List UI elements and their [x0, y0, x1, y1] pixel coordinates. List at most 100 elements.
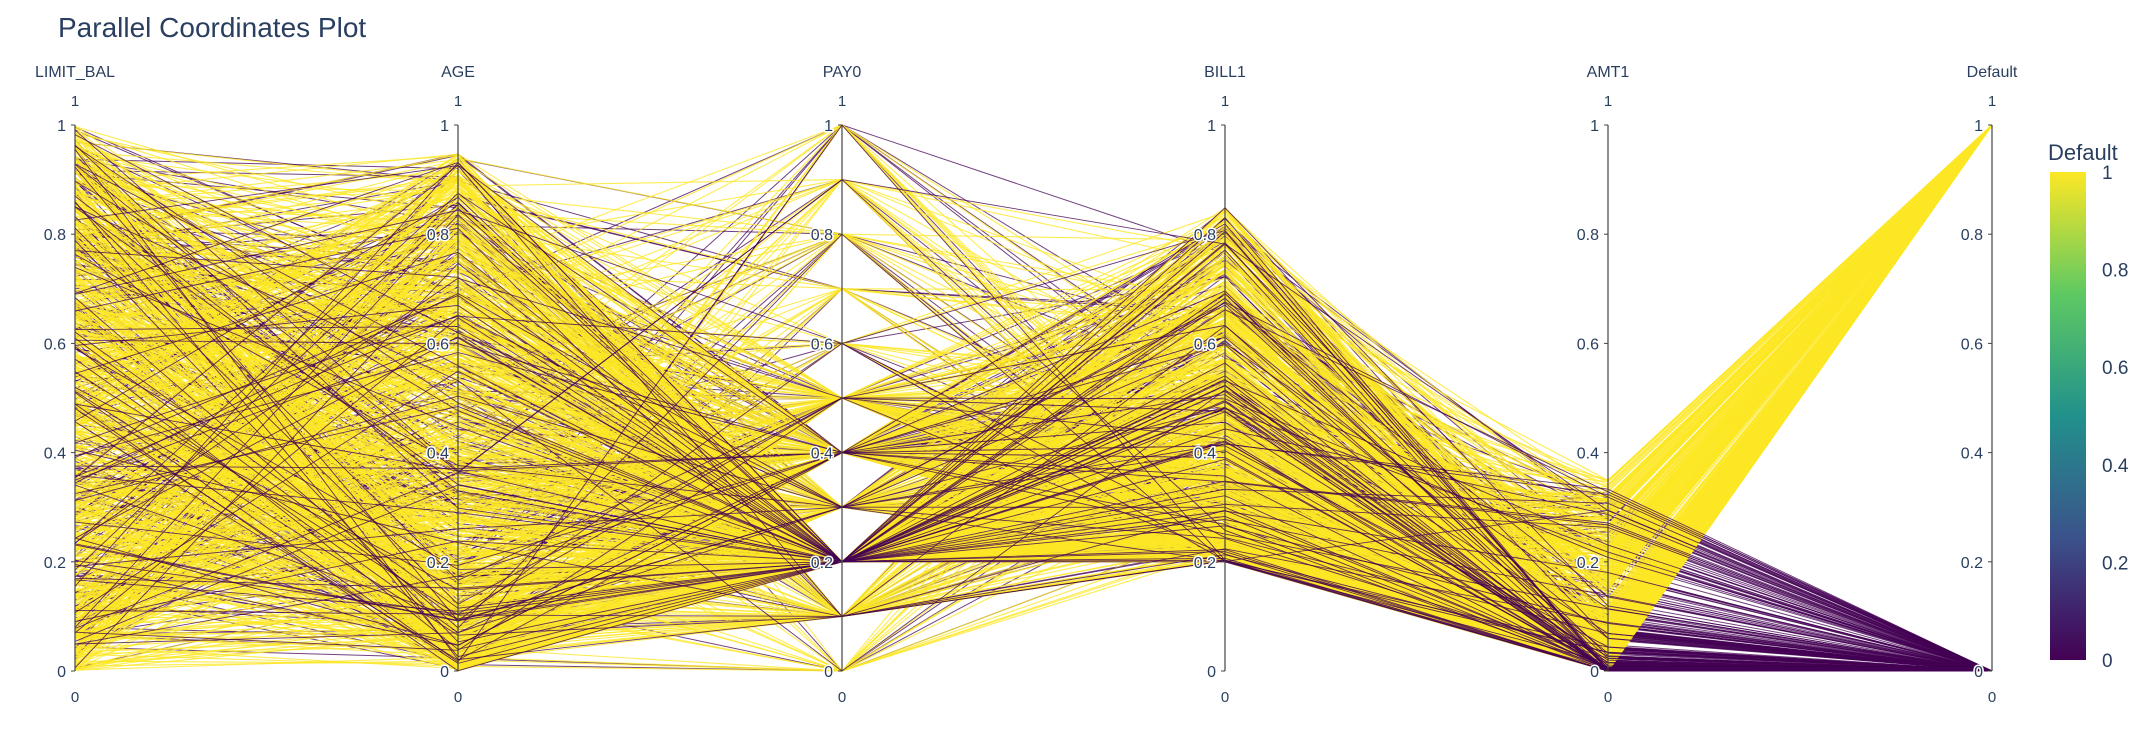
- polyline-1039: [74, 266, 1993, 672]
- axis-tick-label: 0: [1974, 664, 1983, 681]
- polyline-1084: [74, 309, 1993, 672]
- polyline-1085: [74, 339, 1993, 672]
- axis-tick-label: 0.4: [1961, 446, 1983, 463]
- polyline-1072: [74, 506, 1993, 672]
- polyline-968: [74, 124, 1993, 672]
- axis-tick-label: 0.8: [1194, 227, 1216, 244]
- polyline-1030: [74, 161, 1993, 672]
- polyline-1081: [74, 149, 1993, 672]
- colorbar-tick-label: 0.4: [2102, 456, 2129, 477]
- polyline-1032: [74, 206, 1993, 672]
- axis-tick-label: 0.8: [427, 227, 449, 244]
- axis-range-max: 1: [1988, 93, 1996, 110]
- polyline-945: [74, 124, 1993, 581]
- polyline-1037: [74, 195, 1993, 672]
- axes-layer: LIMIT_BAL1000.20.40.60.81AGE1000.20.40.6…: [35, 64, 2018, 706]
- axis-Default[interactable]: Default 1 00 0.2 0.4 0.6 0.8 1: [1959, 64, 2018, 706]
- polylines-layer: [74, 124, 1993, 672]
- polyline-997: [74, 124, 1993, 617]
- axis-tick-label: 0.8: [811, 227, 833, 244]
- colorbar-title: Default: [2048, 140, 2118, 165]
- polyline-1043: [74, 443, 1993, 672]
- polyline-1044: [74, 301, 1993, 672]
- colorbar-gradient: [2050, 172, 2086, 660]
- axis-tick-label: 0: [824, 664, 833, 681]
- axis-tick-label: 1: [1974, 118, 1983, 135]
- axis-tick-label: 0: [1207, 664, 1216, 681]
- axis-range-min: 0: [71, 689, 79, 706]
- colorbar-tick-label: 1: [2102, 163, 2113, 184]
- polyline-761: [74, 124, 1993, 575]
- polyline-1006: [74, 124, 1993, 630]
- polyline-916: [74, 124, 1993, 618]
- axis-tick-label: 0.2: [44, 555, 66, 572]
- axis-range-min: 0: [454, 689, 462, 706]
- axis-tick-label: 0.6: [811, 336, 833, 353]
- colorbar: Default 0 0.2 0.4 0.6 0.8 1: [2048, 140, 2129, 672]
- axis-title: LIMIT_BAL: [35, 64, 115, 81]
- polyline-1083: [74, 163, 1993, 672]
- polyline-909: [74, 124, 1993, 672]
- polyline-1041: [74, 206, 1993, 672]
- axis-tick-label: 0.4: [427, 446, 449, 463]
- axis-tick-label: 0.4: [1194, 446, 1216, 463]
- polyline-1059: [74, 290, 1993, 672]
- polyline-1078: [74, 370, 1993, 672]
- axis-BILL1[interactable]: BILL1 1 00 0.2 0.4 0.6 0.8 1: [1192, 64, 1246, 706]
- polyline-1036: [74, 161, 1993, 672]
- axis-tick-label: 0.2: [427, 555, 449, 572]
- polyline-1088: [74, 403, 1993, 672]
- axis-title: BILL1: [1204, 64, 1246, 81]
- axis-AMT1[interactable]: AMT1 1 00 0.2 0.4 0.6 0.8 1: [1575, 64, 1630, 706]
- polyline-980: [74, 124, 1993, 665]
- axis-PAY0[interactable]: PAY0 1 00 0.2 0.4 0.6 0.8 1: [809, 64, 862, 706]
- axis-tick-label: 0: [57, 664, 66, 681]
- polyline-900: [74, 124, 1993, 576]
- polyline-871: [74, 124, 1993, 632]
- axis-tick-label: 0.6: [1194, 336, 1216, 353]
- polyline-1007: [74, 124, 1993, 651]
- polyline-924: [74, 124, 1993, 556]
- axis-tick-label: 1: [57, 118, 66, 135]
- polyline-999: [74, 124, 1993, 670]
- axis-range-min: 0: [1604, 689, 1612, 706]
- polyline-953: [74, 124, 1993, 656]
- axis-tick-label: 0.6: [1961, 336, 1983, 353]
- axis-tick-label: 0.2: [1194, 555, 1216, 572]
- polyline-1004: [74, 124, 1993, 603]
- axis-tick-label: 1: [1207, 118, 1216, 135]
- colorbar-tick-label: 0: [2102, 651, 2113, 672]
- axis-range-min: 0: [1988, 689, 1996, 706]
- polyline-956: [74, 124, 1993, 636]
- polyline-1057: [74, 254, 1993, 672]
- axis-range-max: 1: [1221, 93, 1229, 110]
- axis-range-max: 1: [838, 93, 846, 110]
- polyline-1089: [74, 304, 1993, 672]
- polyline-1049: [74, 380, 1993, 672]
- axis-AGE[interactable]: AGE 1 00 0.2 0.4 0.6 0.8 1: [425, 64, 475, 706]
- chart-title: Parallel Coordinates Plot: [58, 12, 367, 43]
- axis-tick-label: 0.4: [1577, 446, 1599, 463]
- axis-tick-label: 0.2: [1961, 555, 1983, 572]
- polyline-1060: [74, 441, 1993, 672]
- polyline-847: [74, 124, 1993, 648]
- axis-title: Default: [1967, 64, 2018, 81]
- polyline-1079: [74, 336, 1993, 672]
- polyline-1068: [74, 317, 1993, 672]
- axis-title: PAY0: [823, 64, 862, 81]
- axis-tick-label: 0: [440, 664, 449, 681]
- axis-tick-label: 0.2: [1577, 555, 1599, 572]
- colorbar-tick-label: 0.8: [2102, 261, 2128, 282]
- axis-range-max: 1: [71, 93, 79, 110]
- polyline-1042: [74, 452, 1993, 672]
- polyline-1071: [74, 229, 1993, 672]
- axis-tick-label: 0: [1590, 664, 1599, 681]
- polyline-1051: [74, 196, 1993, 672]
- axis-LIMIT_BAL[interactable]: LIMIT_BAL 1 00 0.2 0.4 0.6 0.8 1: [35, 64, 115, 706]
- axis-tick-label: 0.8: [1577, 227, 1599, 244]
- axis-tick-label: 1: [440, 118, 449, 135]
- axis-tick-label: 0.6: [427, 336, 449, 353]
- axis-tick-label: 0.6: [44, 336, 66, 353]
- polyline-1086: [74, 250, 1993, 672]
